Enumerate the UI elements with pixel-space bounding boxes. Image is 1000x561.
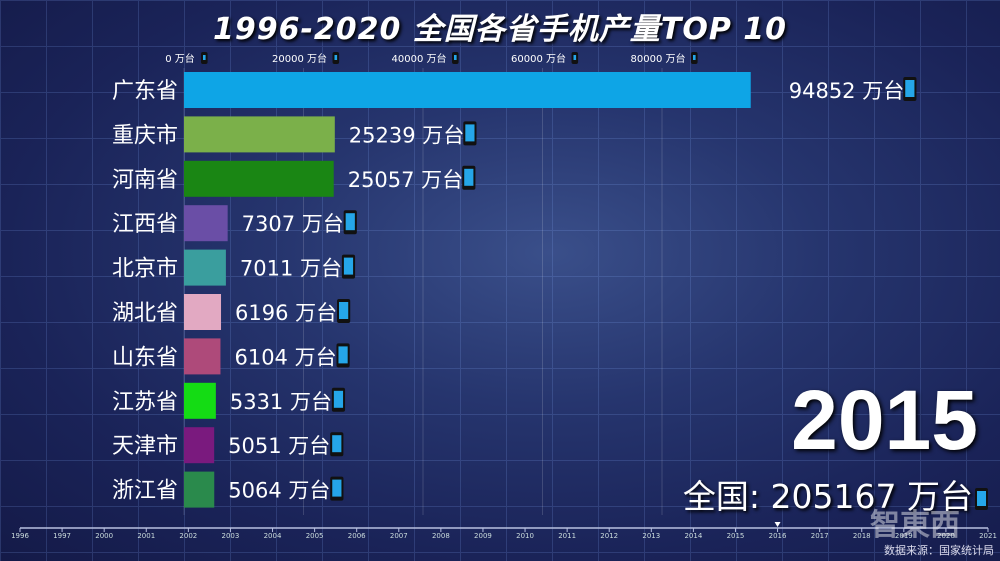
- phone-icon-screen: [332, 435, 342, 453]
- timeline-label: 2009: [474, 532, 492, 540]
- timeline-label: 2001: [137, 532, 155, 540]
- x-tick-label: 40000 万台: [392, 52, 447, 65]
- chart-title: 1996-2020 全国各省手机产量TOP 10: [212, 12, 788, 47]
- timeline-label: 2005: [306, 532, 324, 540]
- value-label: 5051 万台: [228, 434, 330, 458]
- timeline-label: 2000: [95, 532, 113, 540]
- data-source: 数据来源：国家统计局: [884, 544, 994, 557]
- category-label: 天津市: [112, 434, 178, 459]
- timeline-label: 2002: [179, 532, 197, 540]
- value-label: 94852 万台: [789, 79, 904, 103]
- category-label: 河南省: [112, 168, 178, 193]
- value-label: 6104 万台: [234, 345, 336, 369]
- tick-phone-icon-screen: [203, 55, 206, 60]
- phone-icon-screen: [343, 257, 354, 275]
- x-tick-label: 60000 万台: [511, 52, 566, 65]
- bar-湖北省: [184, 294, 222, 330]
- phone-icon-screen: [465, 124, 475, 142]
- current-year: 2015: [791, 373, 978, 467]
- phone-icon-screen: [905, 80, 915, 97]
- national-total: 全国: 205167 万台: [683, 470, 988, 518]
- tick-phone-icon-screen: [693, 55, 696, 60]
- x-tick-label: 0 万台: [165, 52, 195, 65]
- timeline-label: 2020: [937, 532, 955, 540]
- phone-icon-screen: [333, 390, 344, 408]
- timeline-marker: [774, 522, 781, 527]
- timeline-label: 2016: [769, 532, 787, 540]
- bar-江西省: [184, 205, 228, 242]
- value-label: 6196 万台: [235, 301, 337, 325]
- value-label: 7011 万台: [240, 257, 342, 281]
- value-label: 5331 万台: [230, 390, 332, 414]
- category-label: 江苏省: [112, 390, 178, 415]
- timeline-label: 2007: [390, 532, 408, 540]
- x-tick-label: 20000 万台: [272, 52, 327, 65]
- bar-江苏省: [184, 382, 216, 419]
- bar-山东省: [184, 338, 221, 375]
- watermark-logo: 智東西: [870, 508, 960, 543]
- bar-重庆市: [184, 116, 335, 153]
- bar-北京市: [184, 249, 226, 286]
- bar-广东省: [184, 72, 751, 108]
- timeline-label: 2004: [264, 532, 282, 540]
- timeline-label: 2021: [979, 532, 997, 540]
- phone-icon: [975, 488, 988, 510]
- timeline-label: 2019: [895, 532, 913, 540]
- timeline-label: 2014: [684, 532, 702, 540]
- timeline-label: 2012: [600, 532, 618, 540]
- category-label: 重庆市: [112, 123, 178, 148]
- timeline-label: 2015: [727, 532, 745, 540]
- bar-浙江省: [184, 471, 215, 508]
- category-label: 北京市: [112, 257, 178, 282]
- category-label: 山东省: [112, 345, 178, 370]
- timeline-label: 2006: [348, 532, 366, 540]
- phone-icon-screen: [345, 213, 355, 231]
- tick-phone-icon-screen: [573, 55, 577, 60]
- value-label: 25057 万台: [348, 168, 463, 192]
- bar-河南省: [184, 160, 334, 197]
- tick-phone-icon-screen: [334, 55, 338, 60]
- value-label: 25239 万台: [349, 123, 464, 147]
- timeline-label: 2013: [642, 532, 660, 540]
- value-label: 7307 万台: [242, 212, 344, 236]
- category-label: 浙江省: [112, 479, 178, 504]
- timeline-label: 2017: [811, 532, 829, 540]
- phone-icon-screen: [464, 168, 474, 186]
- total-label: 全国: 205167 万台: [682, 477, 973, 516]
- timeline-label: 1997: [53, 532, 71, 540]
- timeline-label: 1996: [11, 532, 29, 540]
- phone-icon-screen: [338, 346, 348, 364]
- value-label: 5064 万台: [228, 479, 330, 503]
- bar-天津市: [184, 427, 215, 464]
- timeline-label: 2003: [222, 532, 240, 540]
- category-label: 湖北省: [112, 301, 178, 326]
- category-label: 广东省: [112, 79, 178, 104]
- tick-phone-icon-screen: [454, 55, 457, 60]
- category-label: 江西省: [112, 212, 178, 237]
- phone-icon-screen: [339, 302, 349, 319]
- timeline-label: 2010: [516, 532, 534, 540]
- timeline-label: 2018: [853, 532, 871, 540]
- timeline-label: 2008: [432, 532, 450, 540]
- x-tick-label: 80000 万台: [631, 52, 686, 65]
- phone-icon-screen: [332, 479, 342, 497]
- timeline-label: 2011: [558, 532, 576, 540]
